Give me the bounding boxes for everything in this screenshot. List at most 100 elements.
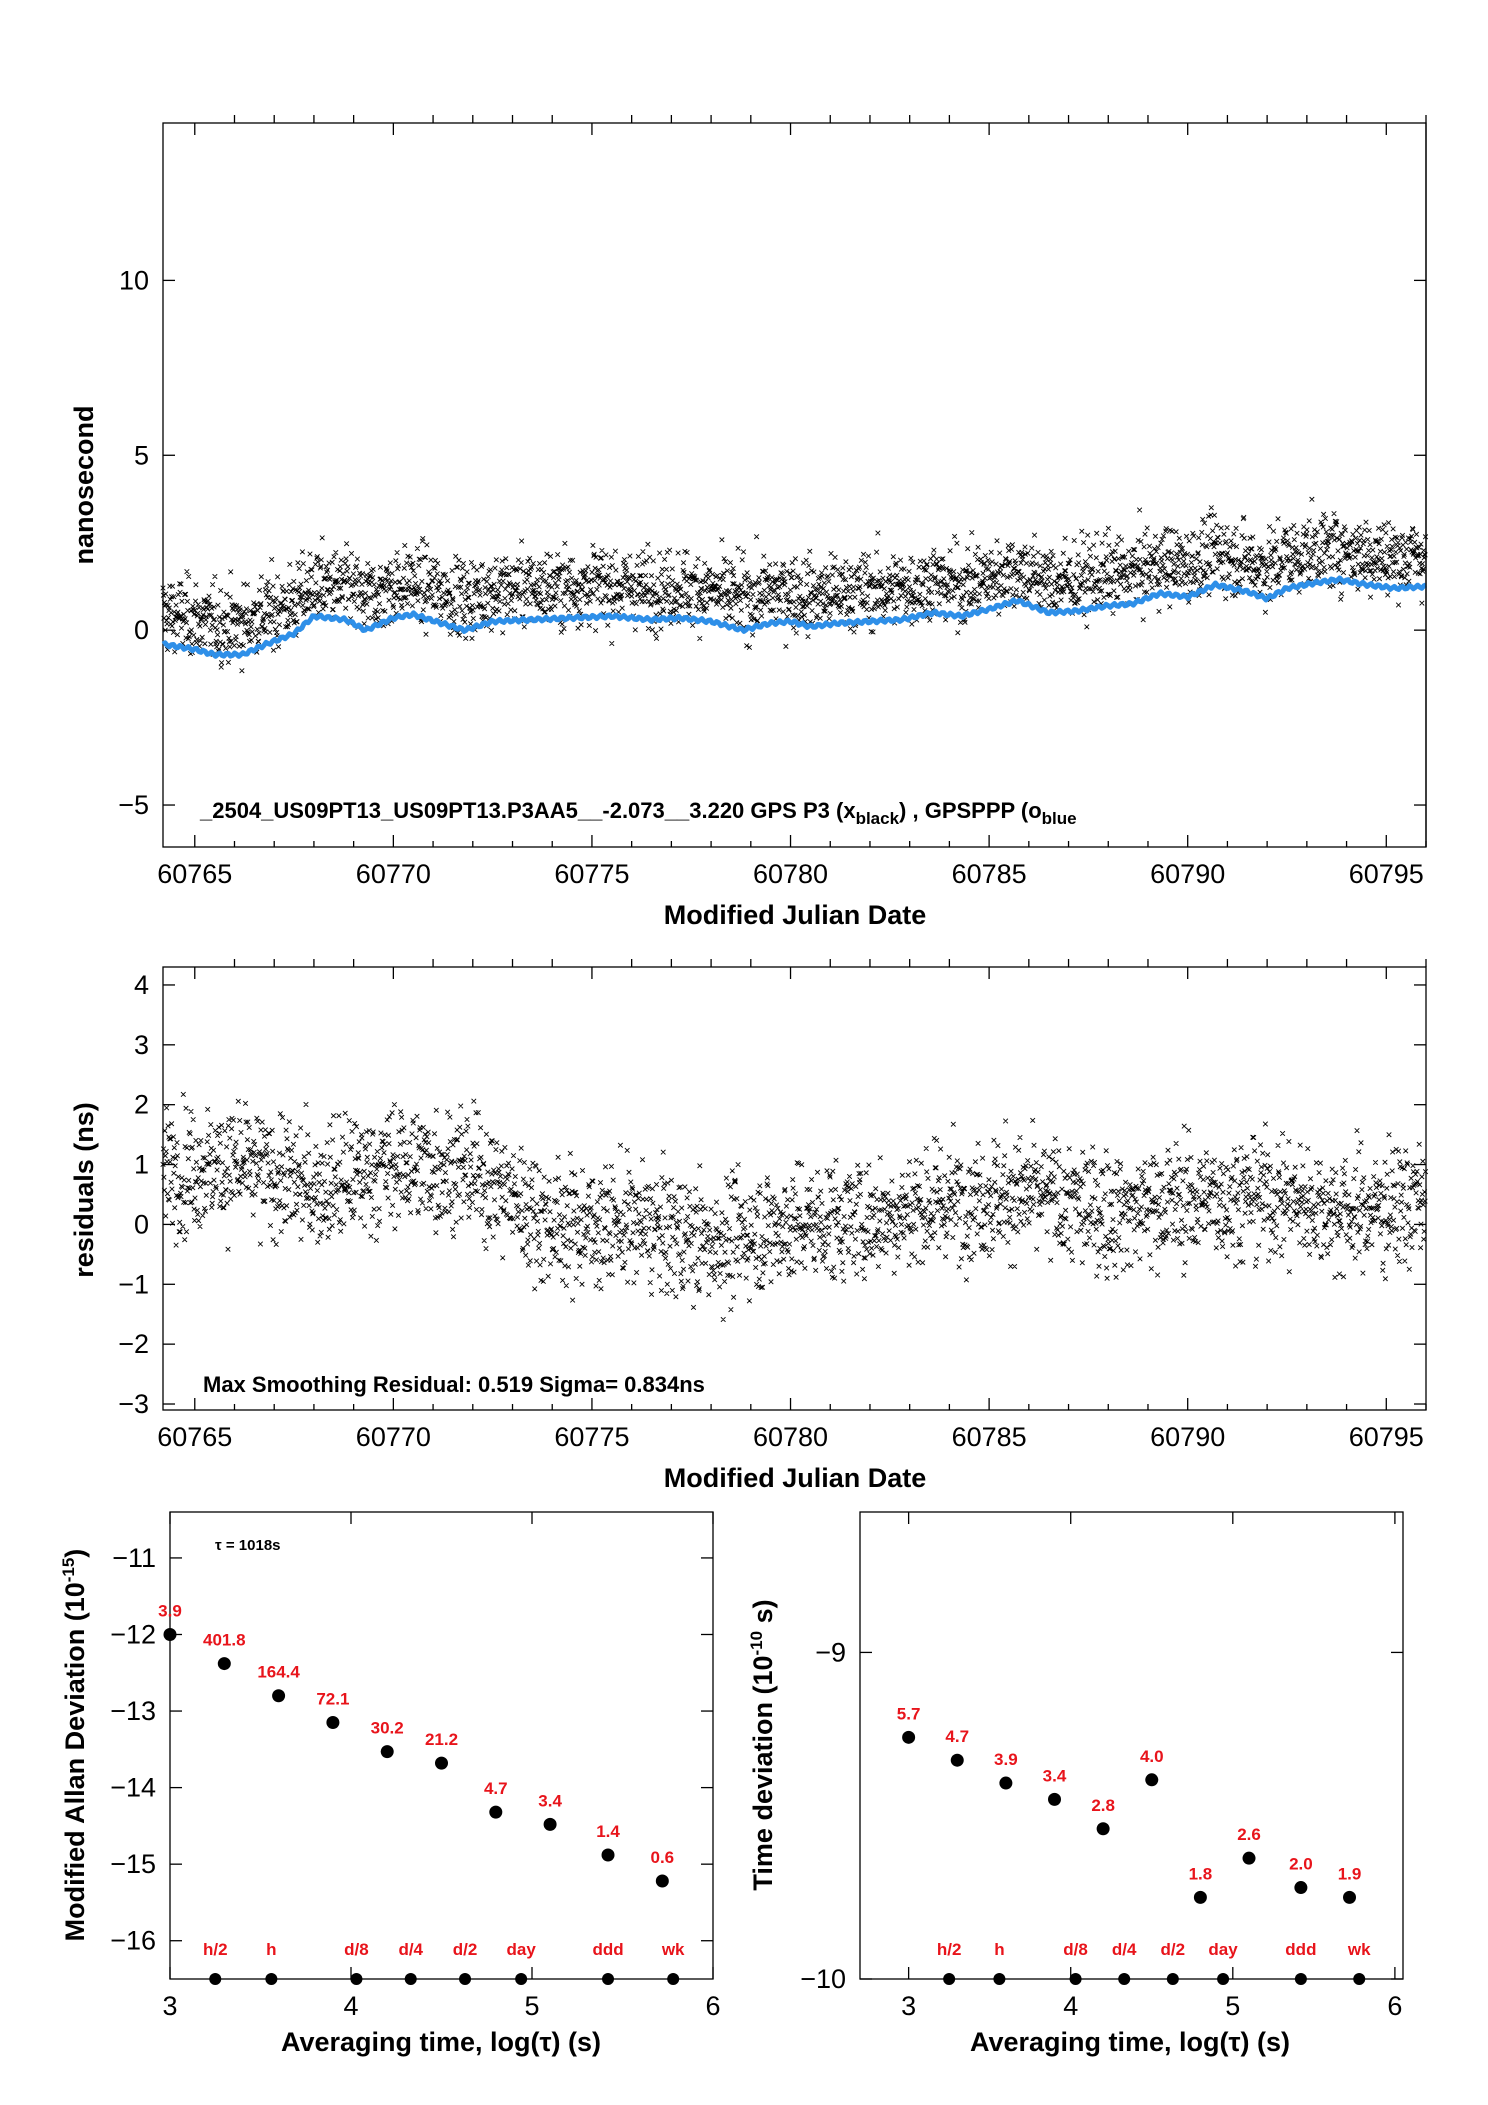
annotation-mid: ) , GPSPPP (o — [899, 798, 1042, 823]
timescale-label: h — [994, 1940, 1004, 1959]
timescale-marker — [1353, 1973, 1366, 1985]
smooth-curve-line — [161, 575, 1427, 659]
timescale-marker — [265, 1973, 278, 1985]
timescale-label: h/2 — [937, 1940, 962, 1959]
residuals-annotation: Max Smoothing Residual: 0.519 Sigma= 0.8… — [203, 1372, 705, 1397]
y-tick-label: 5 — [134, 440, 149, 470]
timescale-label: ddd — [1285, 1940, 1316, 1959]
timescale-marker — [459, 1973, 472, 1985]
timescale-label: d/4 — [398, 1940, 423, 1959]
tau-note: τ = 1018s — [215, 1537, 281, 1554]
annotation-sub-blue: blue — [1042, 809, 1077, 828]
timescale-label: d/2 — [453, 1940, 478, 1959]
tdev-plot-xlabel: Averaging time, log(τ) (s) — [970, 2027, 1290, 2057]
dev-point-label: 4.0 — [1140, 1747, 1164, 1766]
mdev-plot-ylabel: Modified Allan Deviation (10-15) — [59, 1549, 90, 1942]
x-tick-label: 6 — [705, 1991, 720, 2021]
mdev-ylabel-exponent: -15 — [59, 1558, 78, 1583]
tdev-plot-axes: 3 4 5 6 −10 −9 — [800, 1512, 1403, 2021]
y-tick-label: −2 — [118, 1329, 149, 1359]
mdev-points-series: 3.9 401.8 164.4 72.1 30.2 21.2 4.7 3.4 1.4 0.6 h/2… — [158, 1601, 685, 1985]
dev-point — [163, 1627, 177, 1641]
y-tick-label: −5 — [118, 790, 149, 820]
timescale-label: d/2 — [1161, 1940, 1186, 1959]
offset-plot-axes: 60765 60770 60775 60780 60785 60790 60795 −5 0 5 1… — [118, 115, 1427, 889]
residuals-plot-axes: 60765 60770 60775 60780 60785 60790 60795 −3 −2 −… — [118, 959, 1427, 1452]
dev-point — [435, 1756, 448, 1770]
residuals-scatter-series — [160, 1091, 1429, 1323]
timescale-marker — [1069, 1973, 1082, 1985]
y-tick-label: −15 — [110, 1849, 156, 1879]
x-tick-label: 60790 — [1150, 1422, 1225, 1452]
timescale-label: wk — [1347, 1940, 1371, 1959]
dev-point-label: 4.7 — [484, 1779, 508, 1798]
tdev-plot-frame — [859, 1511, 1404, 1980]
x-tick-label: 4 — [343, 1991, 358, 2021]
y-tick-label: −13 — [110, 1696, 156, 1726]
y-tick-label: 10 — [119, 265, 149, 295]
x-tick-label: 4 — [1063, 1991, 1078, 2021]
dev-point — [489, 1805, 503, 1819]
timescale-label: day — [506, 1940, 536, 1959]
timescale-marker — [667, 1973, 680, 1985]
y-tick-label: −14 — [110, 1773, 156, 1803]
offset-plot: 60765 60770 60775 60780 60785 60790 60795 −5 0 5 1… — [69, 115, 1488, 930]
timescale-label: ddd — [592, 1940, 623, 1959]
x-tick-label: 5 — [524, 1991, 539, 2021]
timescale-label: d/8 — [1063, 1940, 1088, 1959]
dev-point-label: 0.6 — [650, 1848, 674, 1867]
y-tick-label: 4 — [134, 970, 149, 1000]
dev-point — [655, 1874, 669, 1888]
offset-plot-frame — [162, 122, 1427, 848]
residuals-plot-ylabel: residuals (ns) — [69, 1102, 99, 1278]
timescale-label: d/8 — [344, 1940, 369, 1959]
dev-point-label: 3.9 — [994, 1750, 1018, 1769]
x-tick-label: 6 — [1387, 1991, 1402, 2021]
residuals-plot: 60765 60770 60775 60780 60785 60790 60795 −3 −2 −… — [69, 959, 1429, 1493]
offset-plot-annotation: _2504_US09PT13_US09PT13.P3AA5__-2.073__3… — [199, 798, 1077, 828]
mdev-plot: 3 4 5 6 −16 −15 −14 −13 −12 −11 3.9 401.8 164.4 72.1… — [59, 1511, 721, 2057]
timescale-marker — [1118, 1973, 1131, 1985]
annotation-sub-black: black — [856, 809, 900, 828]
dev-point-label: 1.8 — [1189, 1864, 1213, 1883]
dev-point — [380, 1745, 394, 1759]
timescale-marker — [515, 1973, 528, 1985]
x-tick-label: 60780 — [753, 859, 828, 889]
dev-point-label: 5.7 — [897, 1704, 921, 1723]
residual-x-markers — [160, 1091, 1429, 1323]
dev-point-label: 2.8 — [1091, 1796, 1115, 1815]
x-tick-label: 60795 — [1349, 859, 1424, 889]
offset-x-markers — [160, 496, 1429, 674]
offset-scatter-series — [160, 496, 1429, 674]
dev-point — [1193, 1890, 1207, 1904]
x-tick-label: 3 — [901, 1991, 916, 2021]
mdev-plot-xlabel: Averaging time, log(τ) (s) — [281, 2027, 601, 2057]
dev-point-label: 3.9 — [158, 1601, 182, 1620]
dev-point-label: 1.4 — [596, 1822, 620, 1841]
dev-point — [543, 1817, 557, 1831]
timescale-marker — [1294, 1973, 1307, 1985]
x-tick-label: 60780 — [753, 1422, 828, 1452]
x-tick-label: 60765 — [157, 1422, 232, 1452]
x-tick-label: 60785 — [952, 859, 1027, 889]
x-tick-label: 60765 — [157, 859, 232, 889]
dev-point-label: 2.0 — [1289, 1855, 1313, 1874]
tdev-ylabel-main: Time deviation (10 — [748, 1656, 778, 1891]
x-tick-label: 60775 — [554, 1422, 629, 1452]
y-tick-label: 3 — [134, 1030, 149, 1060]
timescale-label: day — [1208, 1940, 1238, 1959]
dev-point — [1096, 1822, 1110, 1836]
dev-point-label: 30.2 — [371, 1719, 404, 1738]
dev-point — [1343, 1890, 1357, 1904]
y-tick-label: −3 — [118, 1389, 149, 1419]
y-tick-label: −9 — [815, 1637, 846, 1667]
mdev-ylabel-end: ) — [60, 1549, 90, 1558]
dev-point — [1294, 1881, 1308, 1895]
residuals-plot-xlabel: Modified Julian Date — [664, 1463, 927, 1493]
y-tick-label: −1 — [118, 1269, 149, 1299]
offset-plot-ylabel: nanosecond — [69, 405, 99, 564]
mdev-ylabel-main: Modified Allan Deviation (10 — [60, 1582, 90, 1941]
dev-point — [902, 1730, 916, 1744]
dev-point — [217, 1657, 231, 1671]
